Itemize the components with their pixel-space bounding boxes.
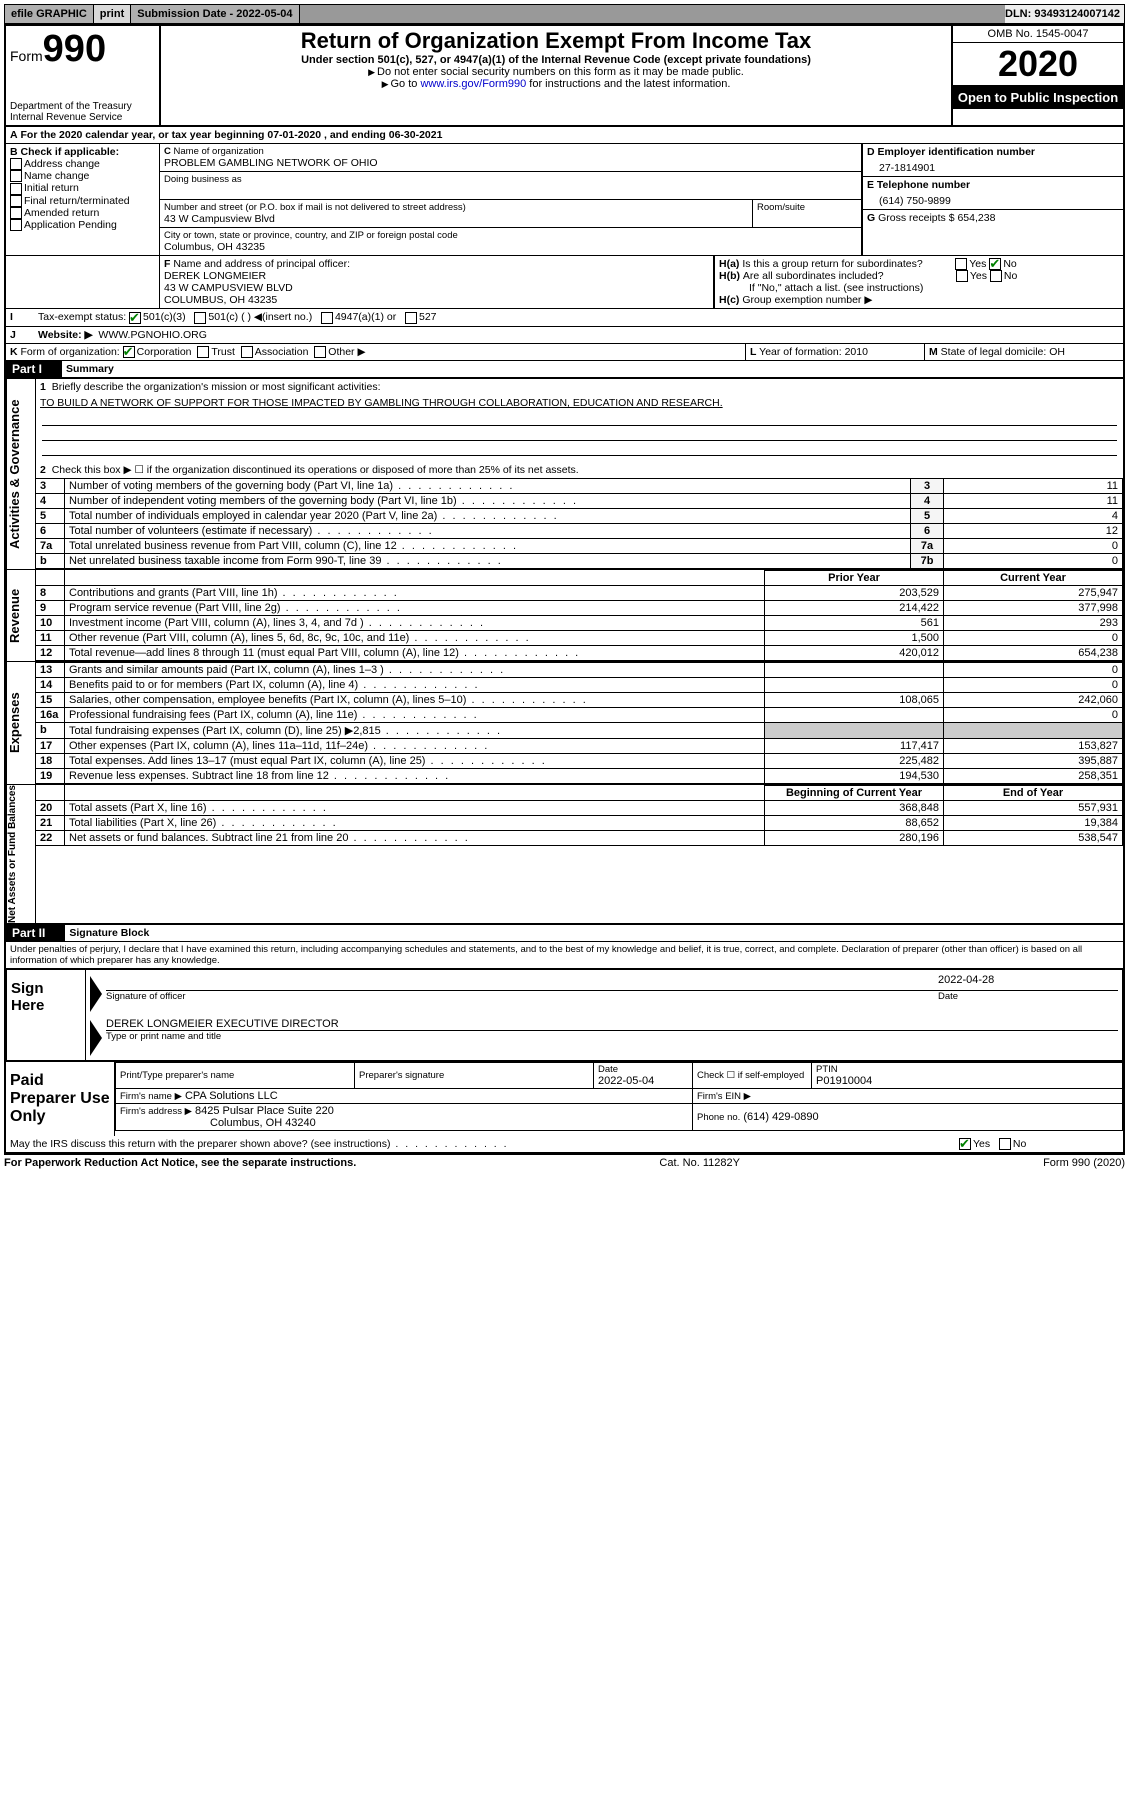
instructions-link[interactable]: www.irs.gov/Form990 [420,78,526,90]
revenue-table: Prior YearCurrent Year 8Contributions an… [36,570,1123,661]
cb-trust[interactable] [197,346,209,358]
cb-ha-yes[interactable] [955,258,967,270]
submission-date: Submission Date - 2022-05-04 [131,5,299,23]
form-title-block: Return of Organization Exempt From Incom… [161,26,951,125]
cb-hb-yes[interactable] [956,270,968,282]
cb-hb-no[interactable] [990,270,1002,282]
cb-discuss-no[interactable] [999,1138,1011,1150]
cb-501c3[interactable] [129,312,141,324]
part-i-title: Summary [62,361,118,377]
section-c: C Name of organization PROBLEM GAMBLING … [160,144,861,255]
print-button[interactable]: print [94,5,131,23]
cb-501c[interactable] [194,312,206,324]
officer-name: DEREK LONGMEIER EXECUTIVE DIRECTOR [106,1018,1118,1031]
declaration-text: Under penalties of perjury, I declare th… [6,942,1123,968]
form-id-block: Form990 Department of the Treasury Inter… [6,26,161,125]
cb-final-return[interactable] [10,195,22,207]
side-label-na: Net Assets or Fund Balances [6,785,36,923]
top-bar: efile GRAPHIC print Submission Date - 20… [4,4,1125,24]
dln-label: DLN: 93493124007142 [1005,8,1124,20]
netassets-table: Beginning of Current YearEnd of Year 20T… [36,785,1123,846]
section-j: Website: ▶ WWW.PGNOHIO.ORG [34,327,211,343]
row-a: A For the 2020 calendar year, or tax yea… [6,127,446,143]
efile-link[interactable]: efile GRAPHIC [5,5,94,23]
section-h: H(a) Is this a group return for subordin… [713,256,1123,308]
footer: For Paperwork Reduction Act Notice, see … [4,1155,1125,1171]
cb-amended[interactable] [10,207,22,219]
cb-name-change[interactable] [10,170,22,182]
section-deg: D Employer identification number 27-1814… [861,144,1123,255]
section-b: B Check if applicable: Address change Na… [6,144,160,255]
cb-other[interactable] [314,346,326,358]
part-i-header: Part I [6,361,62,377]
cb-527[interactable] [405,312,417,324]
section-m: M State of legal domicile: OH [924,344,1123,360]
sign-arrow-icon-2 [90,1020,102,1056]
side-label-ag: Activities & Governance [6,379,36,569]
expenses-table: 13Grants and similar amounts paid (Part … [36,662,1123,784]
section-i: Tax-exempt status: 501(c)(3) 501(c) ( ) … [34,309,1123,325]
sign-here-label: Sign Here [7,970,86,1060]
section-k: K Form of organization: Corporation Trus… [6,344,745,360]
cb-ha-no[interactable] [989,258,1001,270]
cb-app-pending[interactable] [10,219,22,231]
cb-address-change[interactable] [10,158,22,170]
part-ii-header: Part II [6,925,65,941]
side-label-exp: Expenses [6,662,36,784]
sign-date: 2022-04-28 [930,974,1118,991]
part-ii-title: Signature Block [65,925,153,941]
section-f: F Name and address of principal officer:… [160,256,713,308]
cb-assoc[interactable] [241,346,253,358]
mission-text: TO BUILD A NETWORK OF SUPPORT FOR THOSE … [36,395,1123,411]
cb-4947[interactable] [321,312,333,324]
cb-discuss-yes[interactable] [959,1138,971,1150]
sign-arrow-icon [90,976,102,1012]
cb-corp[interactable] [123,346,135,358]
section-l: L Year of formation: 2010 [745,344,924,360]
preparer-table: Print/Type preparer's name Preparer's si… [115,1062,1123,1131]
paid-preparer-label: Paid Preparer Use Only [6,1062,115,1136]
discuss-question: May the IRS discuss this return with the… [6,1136,955,1152]
ag-table: 3Number of voting members of the governi… [36,478,1123,569]
side-label-rev: Revenue [6,570,36,661]
cb-initial-return[interactable] [10,183,22,195]
year-block: OMB No. 1545-0047 2020 Open to Public In… [951,26,1123,125]
